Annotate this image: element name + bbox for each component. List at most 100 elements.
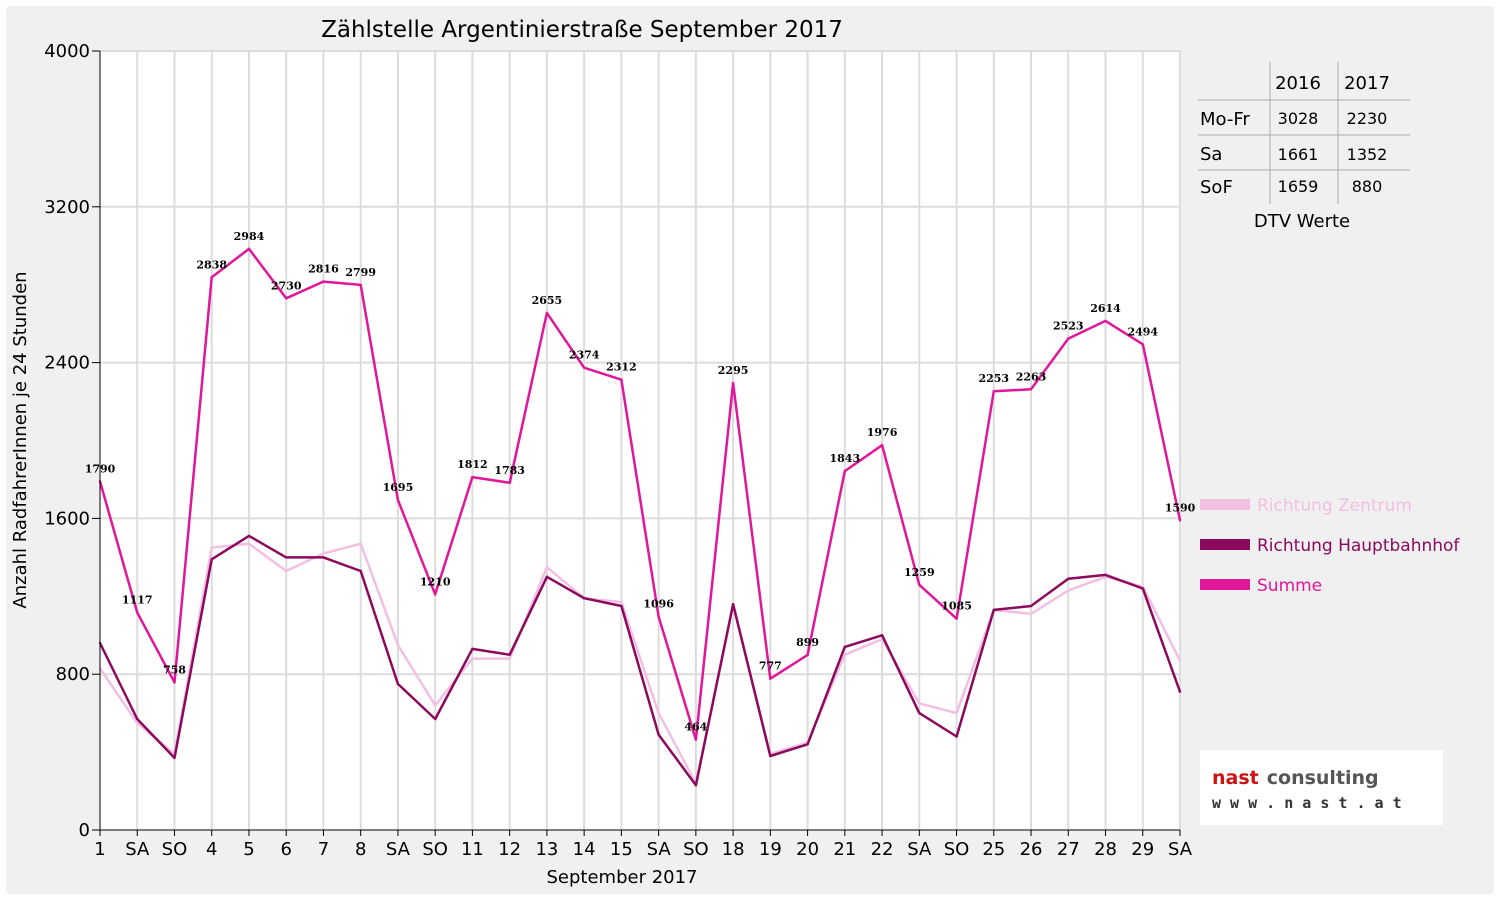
x-tick-label: 26	[1020, 839, 1043, 860]
data-label: 1117	[122, 593, 153, 606]
logo-suffix: consulting	[1267, 767, 1379, 789]
series-point-2	[880, 443, 884, 447]
series-point-1	[620, 604, 623, 608]
data-label: 2374	[569, 349, 600, 362]
series-point-1	[806, 743, 809, 746]
x-tick-label: SO	[683, 839, 709, 860]
table-header-2017: 2017	[1344, 73, 1390, 94]
table-caption: DTV Werte	[1254, 211, 1350, 232]
legend: Richtung Zentrum Richtung Hauptbahnhof S…	[1200, 496, 1460, 596]
series-point-0	[657, 711, 660, 715]
series-point-0	[247, 542, 251, 545]
table-cell: 1661	[1278, 145, 1319, 164]
data-label: 2263	[1016, 370, 1047, 383]
series-point-0	[359, 542, 362, 545]
series-point-2	[582, 366, 586, 369]
series-point-1	[136, 717, 139, 721]
x-tick-label: 12	[498, 839, 521, 860]
x-tick-label: 21	[833, 839, 856, 860]
series-point-2	[731, 381, 735, 385]
data-label: 1976	[867, 426, 898, 439]
series-point-1	[433, 717, 437, 721]
table-cell: 1659	[1278, 177, 1319, 196]
data-label: 2838	[196, 258, 227, 271]
legend-label-hauptbahnhof: Richtung Hauptbahnhof	[1257, 536, 1460, 556]
series-line-1	[98, 534, 1182, 787]
x-tick-label: 14	[573, 839, 596, 860]
gridlines	[100, 50, 1181, 830]
table-cell: 3028	[1278, 109, 1319, 128]
series-point-0	[545, 565, 549, 569]
data-label: 1085	[941, 600, 972, 613]
data-label: 1783	[494, 464, 525, 477]
series-point-2	[694, 738, 698, 741]
table-cell: 1352	[1347, 145, 1388, 164]
series-point-0	[955, 711, 958, 715]
x-tick-label: 19	[759, 839, 782, 860]
x-tick-label: SA	[1168, 839, 1193, 860]
logo-box	[1200, 750, 1443, 825]
table-row-label: Mo-Fr	[1200, 109, 1250, 130]
series-point-2	[1104, 319, 1107, 323]
data-label: 2730	[271, 279, 302, 292]
data-label: 2494	[1127, 325, 1158, 338]
x-tick-label: 25	[982, 839, 1005, 860]
data-label: 2523	[1053, 320, 1084, 333]
series-point-2	[471, 475, 474, 479]
logo-text: nast consulting	[1212, 767, 1379, 789]
x-tick-label: 8	[355, 839, 366, 860]
data-label: 1096	[643, 598, 674, 611]
x-tick-label: 22	[871, 839, 894, 860]
series-point-1	[359, 569, 362, 573]
y-tick-label: 1600	[44, 508, 90, 529]
series-point-1	[657, 733, 660, 736]
series-point-2	[620, 378, 623, 381]
data-label: 2295	[718, 364, 749, 377]
y-axis-label: Anzahl RadfahrerInnen je 24 Stunden	[10, 271, 31, 608]
y-tick-label: 800	[56, 664, 90, 685]
x-tick-label: SO	[422, 839, 448, 860]
x-tick-label: SA	[907, 839, 932, 860]
series-point-0	[285, 569, 288, 573]
y-tick-label: 3200	[44, 197, 90, 218]
nast-consulting-logo: nast consulting w w w . n a s t . a t	[1200, 750, 1443, 825]
axes: 0 800 1600 2400 3200 4000 1 SA SO 4 5 6 7 8 SA SO 11 12 13…	[44, 41, 1193, 860]
series-point-2	[396, 498, 400, 502]
series-point-0	[508, 657, 511, 660]
table-row-label: Sa	[1200, 144, 1222, 165]
data-label: 1843	[830, 452, 861, 465]
data-label: 2655	[532, 294, 563, 307]
series-point-2	[322, 280, 325, 283]
series-point-2	[955, 617, 958, 620]
data-label: 1210	[420, 575, 451, 588]
series-point-1	[992, 608, 995, 612]
series-point-1	[1141, 587, 1144, 590]
logo-prefix: nast	[1212, 767, 1259, 789]
series-point-1	[1104, 573, 1107, 577]
chart-title: Zählstelle Argentinierstraße September 2…	[321, 17, 843, 43]
series-point-0	[620, 600, 623, 604]
series-point-0	[433, 704, 437, 707]
y-tick-label: 2400	[44, 353, 90, 374]
data-label: 1790	[85, 462, 116, 475]
series-point-1	[285, 556, 288, 559]
series-line-0	[98, 542, 1182, 785]
x-tick-label: SA	[647, 839, 672, 860]
legend-swatch-hauptbahnhof	[1200, 539, 1250, 550]
data-label: 1695	[383, 481, 414, 494]
series-point-2	[1141, 343, 1144, 346]
series-point-1	[471, 647, 474, 651]
series-point-1	[322, 556, 325, 559]
series-point-1	[769, 754, 772, 758]
x-tick-label: 1	[94, 839, 105, 860]
series-point-2	[359, 283, 362, 287]
series-point-1	[1067, 577, 1070, 580]
x-axis-label: September 2017	[546, 867, 697, 888]
data-label: 2984	[234, 230, 265, 243]
series-point-0	[322, 552, 325, 555]
series-point-2	[992, 390, 995, 393]
table-cell: 2230	[1347, 109, 1388, 128]
data-label: 758	[163, 663, 186, 676]
series-point-1	[880, 634, 884, 637]
